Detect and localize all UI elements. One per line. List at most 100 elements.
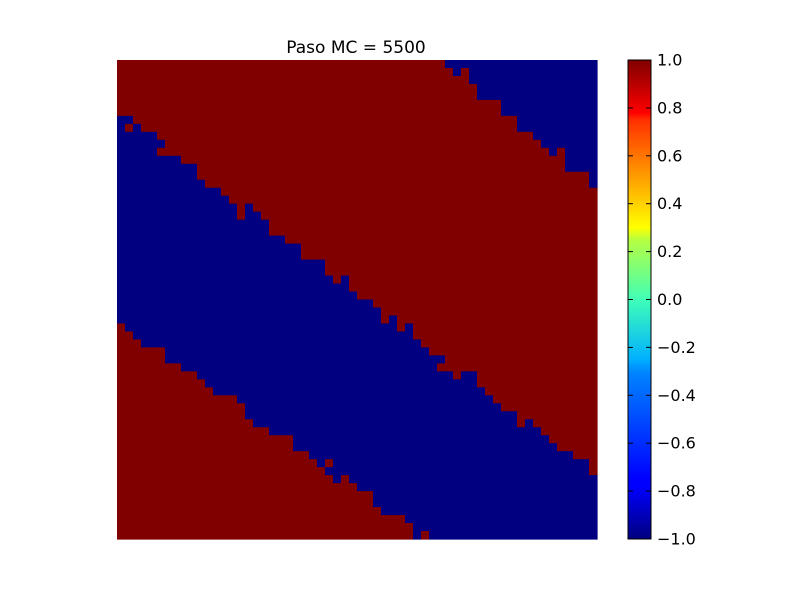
heatmap-cell — [493, 99, 502, 109]
heatmap-cell — [133, 323, 142, 333]
heatmap-cell — [405, 451, 414, 460]
heatmap-cell — [157, 379, 166, 388]
heatmap-cell — [405, 499, 414, 508]
heatmap-cell — [261, 115, 270, 125]
heatmap-cell — [493, 147, 502, 157]
heatmap-cell — [581, 211, 590, 221]
heatmap-cell — [133, 155, 142, 165]
heatmap-cell — [461, 475, 470, 484]
heatmap-cell — [453, 347, 462, 356]
heatmap-cell — [549, 419, 558, 428]
heatmap-cell — [437, 475, 446, 484]
heatmap-cell — [485, 147, 494, 157]
heatmap-cell — [533, 443, 542, 452]
heatmap-cell — [173, 275, 182, 285]
heatmap-cell — [533, 403, 542, 412]
heatmap-cell — [141, 60, 150, 69]
heatmap-cell — [373, 307, 382, 317]
heatmap-cell — [157, 339, 166, 348]
heatmap-cell — [501, 67, 510, 77]
heatmap-cell — [469, 403, 478, 412]
heatmap-cell — [341, 411, 350, 420]
heatmap-cell — [429, 283, 438, 293]
heatmap-cell — [317, 427, 326, 436]
heatmap-cell — [213, 507, 222, 516]
heatmap-cell — [533, 451, 542, 460]
heatmap-cell — [269, 459, 278, 468]
heatmap-cell — [565, 339, 574, 348]
heatmap-cell — [189, 211, 198, 221]
heatmap-cell — [525, 299, 534, 309]
heatmap-cell — [269, 307, 278, 317]
heatmap-cell — [493, 459, 502, 468]
heatmap-cell — [501, 259, 510, 269]
colorbar-tick-label: −0.2 — [657, 338, 696, 357]
heatmap-cell — [445, 187, 454, 197]
heatmap-cell — [125, 347, 134, 356]
heatmap-cell — [557, 155, 566, 165]
heatmap-cell — [509, 531, 518, 540]
heatmap-cell — [253, 435, 262, 444]
heatmap-cell — [509, 411, 518, 420]
heatmap-cell — [461, 203, 470, 213]
heatmap-cell — [173, 123, 182, 133]
heatmap-cell — [157, 243, 166, 253]
heatmap-cell — [581, 291, 590, 301]
heatmap-cell — [141, 99, 150, 109]
heatmap-cell — [173, 451, 182, 460]
heatmap-cell — [197, 163, 206, 173]
heatmap-cell — [277, 147, 286, 157]
heatmap-cell — [245, 403, 254, 412]
heatmap-cell — [245, 139, 254, 149]
heatmap-cell — [333, 515, 342, 524]
heatmap-cell — [293, 363, 302, 372]
heatmap-cell — [565, 211, 574, 221]
heatmap-cell — [341, 267, 350, 277]
heatmap-cell — [477, 83, 486, 93]
heatmap-cell — [253, 75, 262, 85]
heatmap-cell — [517, 411, 526, 420]
heatmap-cell — [197, 307, 206, 317]
heatmap-cell — [301, 339, 310, 348]
heatmap-cell — [429, 483, 438, 492]
heatmap-cell — [493, 299, 502, 309]
heatmap-cell — [333, 363, 342, 372]
heatmap-cell — [557, 371, 566, 380]
heatmap-cell — [285, 275, 294, 285]
heatmap-cell — [365, 315, 374, 325]
heatmap-cell — [253, 259, 262, 269]
heatmap-cell — [213, 60, 222, 69]
heatmap-cell — [141, 163, 150, 173]
heatmap-cell — [333, 435, 342, 444]
heatmap-cell — [309, 163, 318, 173]
heatmap-cell — [141, 443, 150, 452]
heatmap-cell — [293, 323, 302, 333]
heatmap-cell — [565, 475, 574, 484]
heatmap-cell — [157, 219, 166, 229]
heatmap-cell — [205, 475, 214, 484]
heatmap-cell — [541, 515, 550, 524]
heatmap-cell — [373, 339, 382, 348]
heatmap-cell — [117, 315, 126, 325]
heatmap-cell — [181, 435, 190, 444]
heatmap-cell — [117, 459, 126, 468]
heatmap-cell — [389, 347, 398, 356]
heatmap-cell — [213, 347, 222, 356]
heatmap-cell — [149, 411, 158, 420]
heatmap-cell — [485, 299, 494, 309]
heatmap-cell — [141, 83, 150, 93]
heatmap-cell — [533, 235, 542, 245]
heatmap-cell — [221, 251, 230, 261]
heatmap-cell — [149, 75, 158, 85]
heatmap-cell — [341, 187, 350, 197]
heatmap-cell — [213, 211, 222, 221]
heatmap-cell — [477, 339, 486, 348]
heatmap-cell — [381, 443, 390, 452]
heatmap-cell — [205, 299, 214, 309]
heatmap-cell — [565, 99, 574, 109]
heatmap-cell — [453, 275, 462, 285]
heatmap-cell — [173, 355, 182, 364]
colorbar: 1.00.80.60.40.20.0−0.2−0.4−0.6−0.8−1.0 — [627, 51, 696, 549]
heatmap-cell — [197, 483, 206, 492]
heatmap-cell — [317, 299, 326, 309]
